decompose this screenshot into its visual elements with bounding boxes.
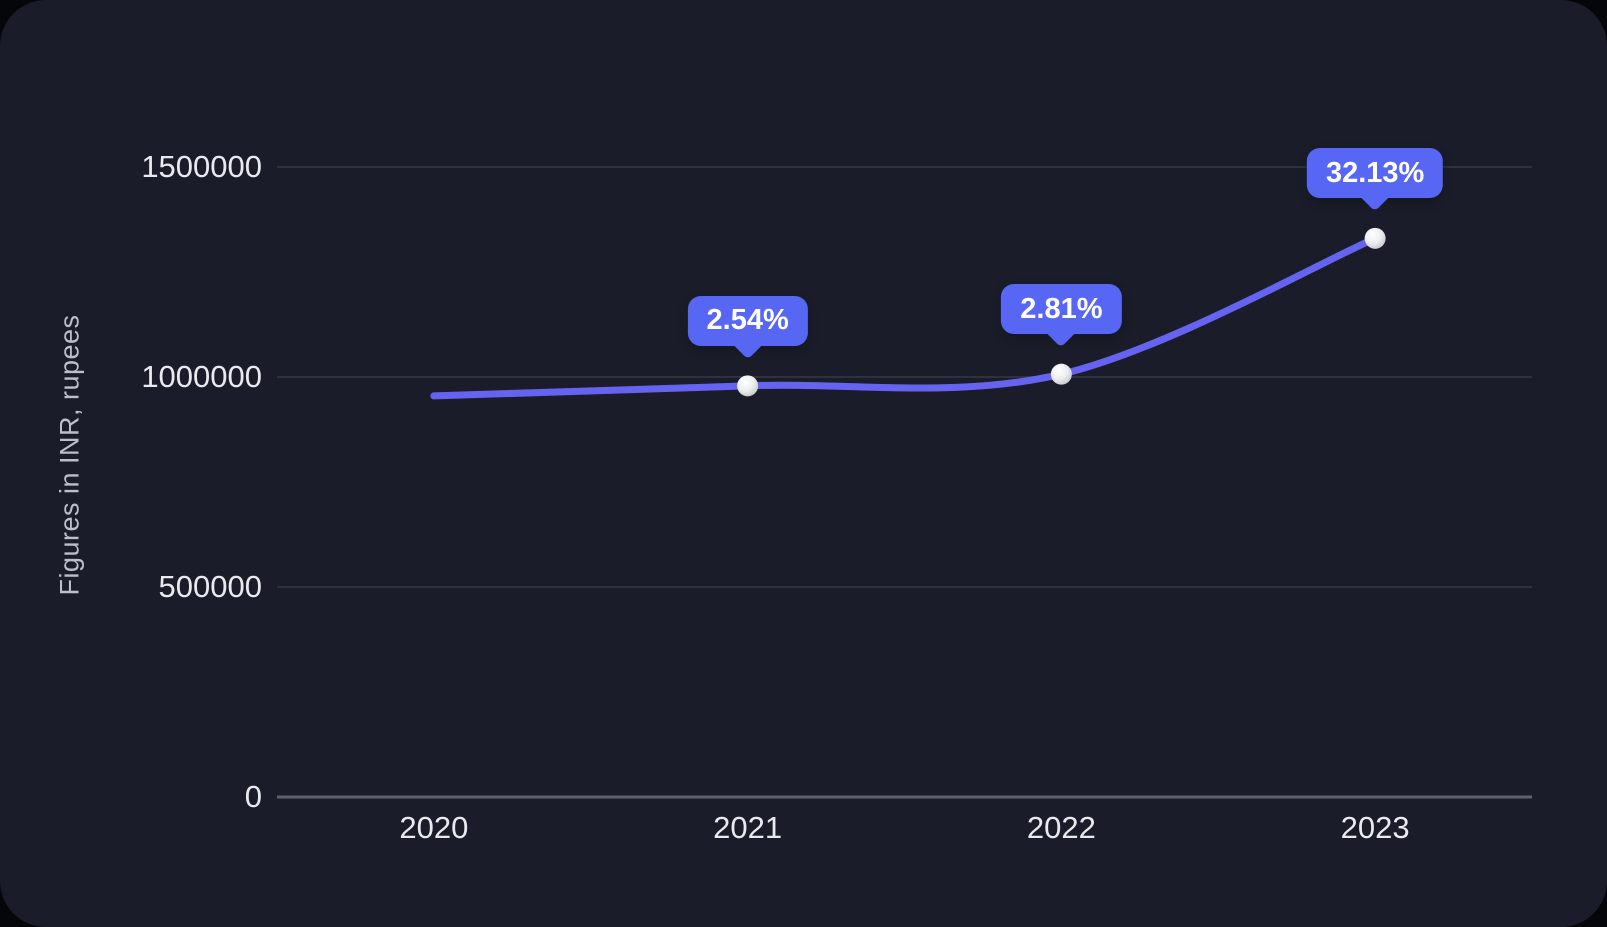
y-tick-label: 500000 <box>158 569 262 604</box>
x-tick-label: 2020 <box>399 810 469 845</box>
y-axis-title: Figures in INR, rupees <box>54 314 85 596</box>
x-tick-label: 2023 <box>1340 810 1410 845</box>
data-point-marker[interactable] <box>1050 363 1072 385</box>
gridlines <box>277 166 1532 799</box>
y-tick-label: 1500000 <box>141 149 262 184</box>
y-tick-label: 0 <box>244 779 262 814</box>
series-line <box>430 234 1379 400</box>
data-label-bubble: 2.81% <box>1001 284 1122 335</box>
data-point-marker[interactable] <box>737 375 759 397</box>
data-line <box>430 234 1379 400</box>
x-tick-label: 2022 <box>1026 810 1096 845</box>
data-point-markers <box>737 227 1386 397</box>
x-tick-label: 2021 <box>713 810 783 845</box>
data-label-bubble: 2.54% <box>687 295 808 346</box>
y-tick-label: 1000000 <box>141 359 262 394</box>
data-label-bubble: 32.13% <box>1306 148 1444 199</box>
data-point-marker[interactable] <box>1364 227 1386 249</box>
